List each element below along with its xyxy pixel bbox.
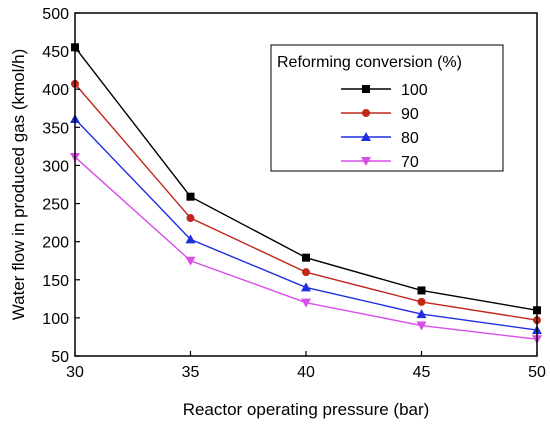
x-tick-label: 35	[182, 364, 200, 381]
y-axis-title: Water flow in produced gas (kmol/h)	[9, 49, 28, 320]
data-point-100	[302, 253, 310, 262]
data-point-70	[416, 321, 427, 331]
x-axis-title: Reactor operating pressure (bar)	[183, 400, 430, 419]
y-tick-label: 500	[42, 6, 69, 23]
y-tick-label: 150	[42, 273, 69, 290]
y-tick-label: 400	[42, 82, 69, 99]
y-tick-label: 350	[42, 120, 69, 137]
data-point-70	[185, 256, 196, 266]
data-point-90	[186, 214, 195, 223]
legend-label: 70	[401, 154, 419, 171]
legend-swatch-marker	[362, 109, 370, 117]
data-point-90	[417, 297, 426, 306]
x-tick-label: 30	[66, 364, 84, 381]
data-point-100	[417, 286, 426, 295]
series-layer	[70, 43, 542, 345]
y-tick-label: 100	[42, 311, 69, 328]
legend-swatch-marker	[362, 85, 370, 93]
data-point-100	[186, 192, 195, 201]
y-tick-label: 200	[42, 235, 69, 252]
data-point-70	[301, 298, 311, 308]
legend-label: 100	[401, 82, 428, 99]
x-tick-label: 40	[297, 364, 315, 381]
legend-label: 80	[401, 130, 419, 147]
legend-label: 90	[401, 106, 419, 123]
y-tick-label: 300	[42, 158, 69, 175]
legend-swatch-marker	[361, 132, 371, 141]
legend: Reforming conversion (%) 100 90 80 70	[270, 44, 504, 172]
legend-box	[270, 44, 504, 172]
x-tick-label: 50	[528, 364, 546, 381]
y-tick-label: 450	[42, 44, 69, 61]
legend-title: Reforming conversion (%)	[277, 54, 462, 71]
x-tick-label: 45	[413, 364, 431, 381]
y-tick-label: 250	[42, 197, 69, 214]
axis-ticks: 30 35 40 45 50 50 100 150 200 250 300 350 400 450 500	[42, 6, 546, 381]
legend-swatch-marker	[361, 157, 371, 166]
series-line-70	[74, 156, 538, 340]
data-point-80	[301, 282, 311, 292]
data-point-90	[302, 268, 310, 277]
data-point-80	[416, 309, 427, 319]
y-tick-label: 50	[51, 349, 69, 366]
data-point-80	[185, 234, 196, 244]
